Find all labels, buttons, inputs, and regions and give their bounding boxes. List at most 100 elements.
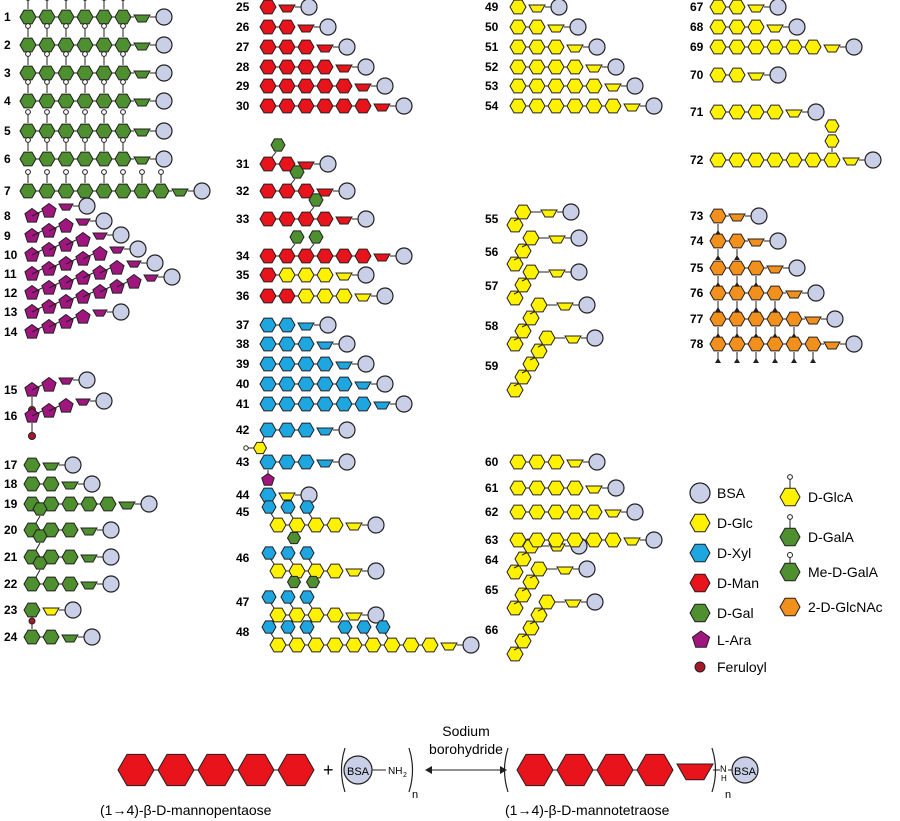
glc-hexagon bbox=[509, 0, 527, 15]
nac-mark bbox=[715, 307, 721, 312]
man-hexagon bbox=[259, 267, 277, 283]
bsa-circle bbox=[367, 606, 385, 624]
glc-hexagon bbox=[566, 98, 584, 114]
compound-number: 63 bbox=[485, 533, 499, 547]
glc-hexagon bbox=[528, 98, 546, 114]
compound-5: 5 bbox=[4, 109, 173, 140]
glycosidic-bond bbox=[48, 244, 60, 251]
reducing-end-half bbox=[335, 272, 353, 281]
glycosidic-bond bbox=[48, 282, 60, 289]
gal-hexagon bbox=[38, 123, 56, 139]
man-hexagon bbox=[354, 98, 372, 114]
stoich-n: n bbox=[725, 789, 731, 801]
compound-number: 19 bbox=[4, 497, 18, 511]
gal-hexagon bbox=[76, 9, 94, 25]
bsa-circle bbox=[550, 0, 568, 16]
man-hexagon bbox=[335, 98, 353, 114]
glc-hexagon bbox=[528, 454, 546, 470]
compound-20: 20 bbox=[4, 502, 120, 539]
legend-item-xyl: D-Xyl bbox=[689, 543, 751, 563]
compound-number: 9 bbox=[4, 229, 11, 243]
gal-hexagon bbox=[76, 37, 94, 53]
bsa-circle bbox=[376, 77, 394, 95]
glc-hexagon bbox=[402, 637, 420, 653]
glc-hexagon bbox=[747, 152, 765, 168]
glc-hexagon bbox=[585, 78, 603, 94]
compound-number: 49 bbox=[485, 0, 499, 14]
bsa-circle bbox=[645, 531, 663, 549]
bsa-circle bbox=[689, 482, 711, 504]
compound-structures: 1234567891011121314151617181920212223242… bbox=[4, 0, 882, 662]
man-hexagon bbox=[689, 573, 711, 593]
compound-number: 71 bbox=[690, 105, 704, 119]
compound-3: 3 bbox=[4, 51, 173, 82]
man-hexagon bbox=[259, 0, 277, 15]
bsa-circle bbox=[357, 210, 375, 228]
arabinose-pentagon bbox=[24, 246, 40, 262]
arabinose-pentagon bbox=[261, 472, 275, 486]
compound-72: 72 bbox=[690, 119, 882, 169]
compound-number: 30 bbox=[236, 99, 250, 113]
legend-item-glc: D-Glc bbox=[689, 513, 753, 533]
xyl-sidechain-hexagon bbox=[261, 546, 277, 560]
carboxyl-pin bbox=[25, 109, 31, 115]
compound-49: 49 bbox=[485, 0, 568, 16]
gal-hexagon bbox=[23, 576, 41, 592]
carboxyl-pin bbox=[44, 51, 50, 57]
glc-hexagon bbox=[728, 152, 746, 168]
bsa-circle bbox=[626, 77, 644, 95]
xyl-hexagon bbox=[259, 317, 277, 333]
glc-hexagon bbox=[728, 19, 746, 35]
arabinose-pentagon bbox=[41, 298, 57, 314]
reducing-end-half bbox=[335, 361, 353, 370]
legend-item-feruloyl: Feruloyl bbox=[694, 659, 767, 675]
gal-branch-hexagon bbox=[289, 230, 305, 244]
bsa-circle bbox=[376, 375, 394, 393]
reagent-label-line1: Sodium bbox=[442, 723, 489, 739]
man-hexagon bbox=[278, 19, 296, 35]
gal-hexagon bbox=[19, 183, 37, 199]
compound-23: 23 bbox=[4, 601, 82, 619]
compound-number: 38 bbox=[236, 337, 250, 351]
legend-label: D-GlcA bbox=[808, 489, 854, 505]
bsa-circle bbox=[395, 395, 413, 413]
nac-mark bbox=[753, 307, 759, 312]
compound-70: 70 bbox=[690, 66, 787, 84]
reducing-end-half bbox=[566, 459, 584, 468]
gal-hexagon bbox=[23, 629, 41, 645]
mannose-hexagon bbox=[516, 753, 554, 787]
reducing-end-half bbox=[585, 64, 603, 73]
gal-hexagon bbox=[38, 9, 56, 25]
gal-hexagon bbox=[152, 183, 170, 199]
compound-number: 7 bbox=[4, 184, 11, 198]
gal-hexagon bbox=[76, 183, 94, 199]
compound-55: 55 bbox=[485, 203, 580, 233]
glc-hexagon bbox=[509, 78, 527, 94]
bsa-circle bbox=[845, 38, 863, 56]
bsa-circle bbox=[578, 296, 596, 314]
gal-hexagon bbox=[133, 183, 151, 199]
compound-number: 39 bbox=[236, 357, 250, 371]
compound-number: 6 bbox=[4, 152, 11, 166]
compound-number: 11 bbox=[4, 267, 17, 281]
xyl-hexagon bbox=[259, 336, 277, 352]
carboxyl-pin bbox=[101, 23, 107, 29]
gal-hexagon bbox=[19, 9, 37, 25]
glycosidic-bond bbox=[65, 316, 77, 323]
feruloyl-dot bbox=[28, 432, 36, 440]
carboxyl-pin bbox=[82, 169, 88, 175]
glycosidic-bond bbox=[261, 436, 265, 443]
glc-hexagon bbox=[547, 98, 565, 114]
bsa-circle bbox=[163, 268, 181, 286]
reducing-end-half bbox=[823, 44, 841, 53]
compound-39: 39 bbox=[236, 355, 375, 373]
product-label: (1→4)-β-D-mannotetraose bbox=[505, 802, 670, 818]
carboxyl-pin bbox=[63, 23, 69, 29]
bsa-circle bbox=[357, 58, 375, 76]
glycosidic-bond bbox=[31, 326, 43, 333]
gal-hexagon bbox=[61, 549, 79, 565]
gal-hexagon bbox=[95, 183, 113, 199]
compound-number: 35 bbox=[236, 268, 250, 282]
glc-hexagon bbox=[709, 104, 727, 120]
glc-hexagon bbox=[383, 637, 401, 653]
